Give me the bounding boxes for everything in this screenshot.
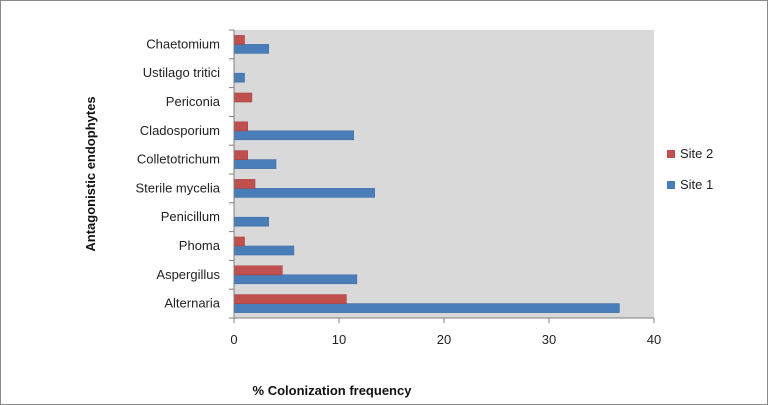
category-label-penicillum: Penicillum bbox=[161, 209, 220, 224]
category-labels: Alternaria Aspergillus Phoma Penicillum Ster… bbox=[135, 36, 220, 310]
bar-site-2-alternaria bbox=[233, 294, 347, 304]
bar-site-2-periconia bbox=[233, 92, 253, 103]
bar-site-2-sterile-mycelia bbox=[233, 179, 256, 189]
legend-swatch-site-2 bbox=[667, 150, 675, 158]
category-label-periconia: Periconia bbox=[166, 94, 221, 109]
category-label-aspergillus: Aspergillus bbox=[156, 267, 220, 282]
legend-label-site-2: Site 2 bbox=[680, 146, 713, 161]
bar-site-1-cladosporium bbox=[233, 130, 354, 141]
bar-site-1-alternaria bbox=[233, 303, 620, 313]
bar-site-1-phoma bbox=[233, 245, 295, 256]
legend-label-site-1: Site 1 bbox=[680, 177, 713, 192]
category-ticks bbox=[229, 29, 234, 319]
legend-swatch-site-1 bbox=[667, 181, 675, 189]
y-axis-title: Antagonistic endophytes bbox=[83, 96, 98, 251]
x-tick-label-30: 30 bbox=[542, 332, 556, 347]
bar-site-2-colletotrichum bbox=[233, 150, 248, 160]
x-tick-label-10: 10 bbox=[332, 332, 346, 347]
bar-site-2-aspergillus bbox=[233, 265, 283, 276]
category-label-phoma: Phoma bbox=[179, 238, 221, 253]
category-label-chaetomium: Chaetomium bbox=[146, 36, 220, 51]
x-tick-label-0: 0 bbox=[230, 332, 237, 347]
bar-site-2-chaetomium bbox=[233, 35, 245, 45]
legend: Site 2 Site 1 bbox=[667, 146, 713, 192]
category-label-alternaria: Alternaria bbox=[164, 296, 220, 311]
bar-site-1-chaetomium bbox=[233, 44, 269, 54]
x-tick-label-20: 20 bbox=[437, 332, 451, 347]
plot-area bbox=[234, 30, 654, 318]
x-axis-title: % Colonization frequency bbox=[253, 383, 413, 398]
category-label-cladosporium: Cladosporium bbox=[140, 123, 220, 138]
x-axis-ticks: 0 10 20 30 40 bbox=[230, 318, 661, 347]
bar-site-1-aspergillus bbox=[233, 274, 358, 285]
bar-site-1-sterile-mycelia bbox=[233, 188, 375, 198]
category-label-colletotrichum: Colletotrichum bbox=[137, 152, 220, 167]
x-tick-label-40: 40 bbox=[647, 332, 661, 347]
bar-site-1-colletotrichum bbox=[233, 159, 277, 169]
category-label-sterile-mycelia: Sterile mycelia bbox=[135, 180, 220, 195]
category-label-ustilago-tritici: Ustilago tritici bbox=[143, 65, 220, 80]
bar-site-2-phoma bbox=[233, 236, 245, 247]
bar-site-1-penicillum bbox=[233, 216, 269, 227]
bar-site-1-ustilago-tritici bbox=[233, 72, 245, 83]
bar-site-2-cladosporium bbox=[233, 121, 248, 132]
